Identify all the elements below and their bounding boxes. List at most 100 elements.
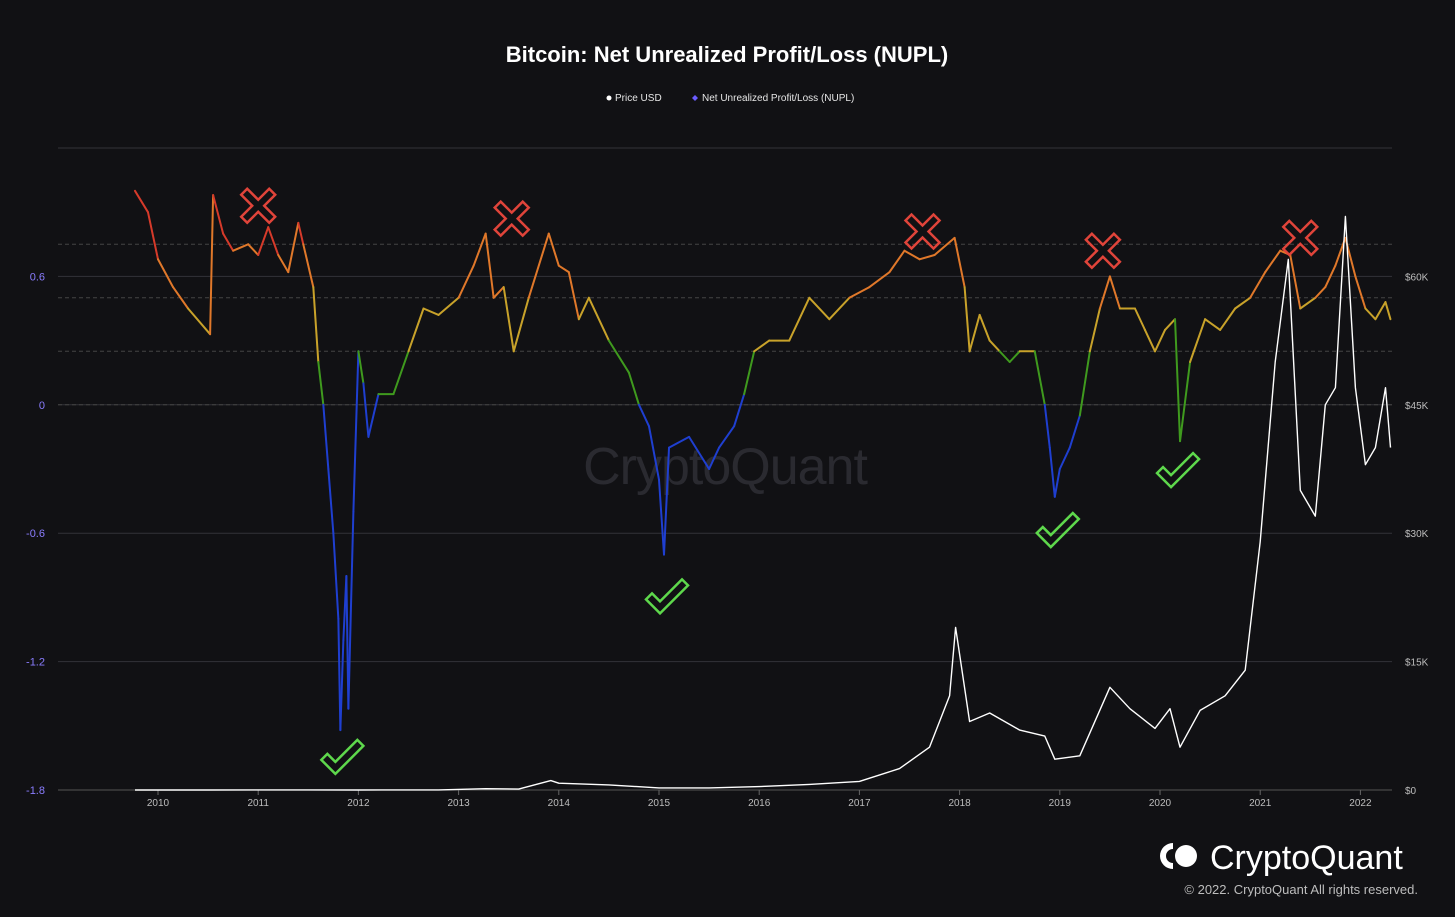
nupl-line-segment — [547, 232, 560, 267]
legend-nupl-label[interactable]: Net Unrealized Profit/Loss (NUPL) — [702, 93, 854, 104]
nupl-line-segment — [963, 286, 971, 353]
brand-logo: CryptoQuant — [1160, 839, 1403, 877]
nupl-line-segment — [868, 271, 891, 289]
nupl-line-segment — [733, 393, 746, 428]
sell-cross-shape — [1084, 231, 1122, 270]
legend-price-label[interactable]: Price USD — [615, 93, 662, 104]
nupl-line-segment — [287, 221, 300, 274]
x-tick-label: 2014 — [548, 798, 571, 809]
nupl-line-segment — [1204, 318, 1222, 331]
nupl-line-segment — [302, 243, 315, 289]
x-tick-label: 2022 — [1349, 798, 1372, 809]
x-tick-label: 2019 — [1049, 798, 1072, 809]
y-left-tick-label: 0 — [39, 400, 45, 412]
nupl-line-segment — [146, 211, 159, 261]
y-left-tick-label: -1.2 — [26, 657, 45, 669]
buy-check-marker — [319, 738, 366, 776]
nupl-line-segment — [1314, 286, 1327, 299]
nupl-line-segment — [978, 313, 991, 342]
buy-check-shape — [1035, 511, 1081, 549]
x-tick-label: 2016 — [748, 798, 771, 809]
nupl-line-segment — [1033, 350, 1046, 406]
x-tick-label: 2018 — [948, 798, 971, 809]
y-left-tick-label: -1.8 — [26, 785, 45, 797]
nupl-line-segment — [808, 296, 831, 321]
y-left-tick-label: 0.6 — [30, 271, 45, 283]
nupl-line-segment — [637, 403, 650, 428]
nupl-line-segment — [1219, 307, 1237, 331]
nupl-line-segment — [357, 350, 365, 385]
legend-nupl-marker — [692, 95, 698, 101]
annotation-markers — [239, 187, 1320, 776]
nupl-line-segment — [1164, 318, 1177, 331]
brand-logo-dot — [1175, 845, 1197, 867]
nupl-line-segment — [1008, 350, 1021, 363]
legend-price-marker — [606, 95, 612, 101]
nupl-line-segment — [1143, 328, 1156, 353]
buy-check-shape — [1155, 451, 1201, 489]
nupl-line-segment — [222, 232, 235, 252]
nupl-line-segment — [718, 425, 736, 449]
nupl-line-segment — [1098, 275, 1111, 310]
nupl-line-segment — [1324, 264, 1337, 289]
nupl-line-segment — [484, 232, 495, 299]
nupl-line-segment — [1374, 301, 1387, 321]
nupl-line-segment — [998, 350, 1011, 363]
x-tick-label: 2010 — [147, 798, 170, 809]
nupl-line-segment — [322, 403, 330, 470]
nupl-line-segment — [512, 296, 530, 353]
sell-cross-shape — [239, 187, 277, 225]
nupl-line-segment — [968, 313, 981, 353]
nupl-series — [133, 189, 1392, 732]
nupl-line-segment — [437, 296, 460, 316]
brand-logo-icon — [1160, 843, 1173, 869]
nupl-line-segment — [557, 264, 570, 274]
legend[interactable]: Price USD Net Unrealized Profit/Loss (NU… — [606, 93, 855, 104]
nupl-line-segment — [367, 393, 380, 438]
nupl-line-segment — [848, 286, 871, 299]
buy-check-marker — [1035, 511, 1081, 549]
nupl-line-segment — [247, 243, 260, 256]
nupl-line-segment — [232, 243, 250, 252]
nupl-line-segment — [312, 286, 320, 363]
nupl-line-segment — [352, 350, 360, 513]
nupl-line-segment — [1234, 296, 1252, 310]
nupl-line-segment — [1364, 307, 1377, 321]
nupl-line-segment — [1058, 446, 1071, 470]
sell-cross-marker — [903, 212, 942, 251]
nupl-line-segment — [1264, 249, 1282, 274]
nupl-line-segment — [1289, 254, 1302, 310]
nupl-line-segment — [647, 425, 660, 481]
nupl-line-segment — [1088, 307, 1101, 353]
nupl-line-segment — [297, 221, 305, 246]
nupl-line-segment — [1354, 275, 1367, 310]
sell-cross-shape — [903, 212, 942, 251]
sell-cross-marker — [492, 199, 531, 238]
nupl-line-segment — [828, 296, 851, 321]
y-right-tick-label: $0 — [1405, 786, 1417, 797]
nupl-line-segment — [277, 254, 290, 274]
nupl-line-segment — [988, 339, 1001, 353]
nupl-line-segment — [1174, 318, 1182, 443]
nupl-line-segment — [1133, 307, 1146, 331]
nupl-line-segment — [903, 249, 921, 261]
zone-threshold-lines — [58, 243, 1392, 406]
nupl-line-segment — [753, 339, 771, 353]
nupl-line-segment — [567, 271, 580, 321]
nupl-line-segment — [577, 296, 590, 321]
copyright-text: © 2022. CryptoQuant All rights reserved. — [1184, 882, 1418, 897]
y-right-tick-label: $45K — [1405, 401, 1429, 412]
x-tick-label: 2020 — [1149, 798, 1172, 809]
nupl-line-segment — [392, 350, 410, 396]
nupl-line-segment — [472, 232, 487, 267]
nupl-line-segment — [1043, 403, 1051, 449]
buy-check-marker — [1155, 451, 1201, 489]
x-tick-label: 2011 — [247, 798, 269, 809]
sell-cross-marker — [1281, 219, 1320, 257]
nupl-line-segment — [527, 232, 550, 299]
nupl-line-segment — [587, 296, 610, 342]
y-right-tick-label: $15K — [1405, 658, 1429, 669]
nupl-line-segment — [1053, 468, 1061, 498]
